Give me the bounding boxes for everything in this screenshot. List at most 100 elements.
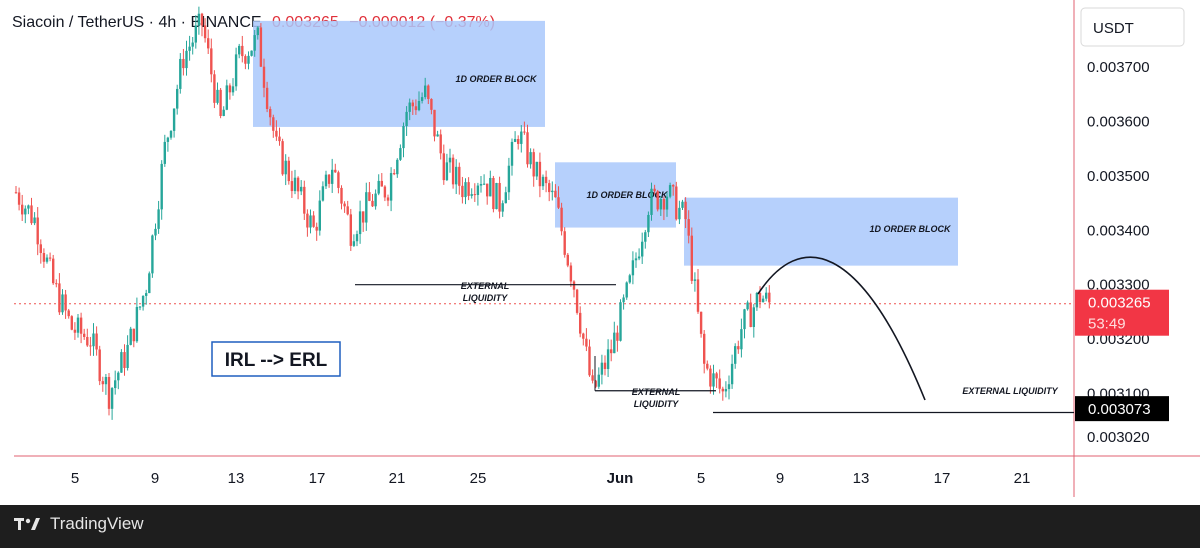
candle-body (520, 131, 523, 144)
external-liquidity-label: EXTERNAL LIQUIDITY (962, 386, 1058, 396)
candle-body (737, 346, 740, 350)
candle-body (290, 181, 294, 192)
candle-body (278, 136, 281, 142)
candle-body (464, 182, 467, 198)
candle-body (538, 161, 542, 187)
candle-body (52, 258, 55, 284)
candle-body (684, 201, 687, 220)
candle-body (510, 141, 514, 166)
candle-body (188, 46, 191, 51)
candle-body (743, 309, 746, 330)
candle-body (672, 185, 675, 187)
candle-body (765, 292, 768, 299)
irl-erl-box (211, 341, 341, 377)
candle-body (259, 27, 263, 67)
candle-body (603, 362, 607, 369)
candle-body (396, 159, 399, 175)
candle-body (414, 106, 418, 111)
candle-body (160, 163, 163, 210)
candle-body (250, 50, 253, 56)
candle-body (703, 333, 706, 364)
candle-body (504, 192, 507, 204)
candle-body (172, 108, 176, 131)
candle-body (17, 192, 21, 205)
candle-body (135, 306, 139, 342)
candle-body (107, 376, 111, 409)
candle-body (86, 336, 89, 346)
currency-button[interactable] (1080, 7, 1185, 47)
candle-body (355, 234, 359, 242)
candle-body (327, 174, 331, 184)
candle-body (200, 13, 204, 26)
x-tick-label: 5 (697, 470, 705, 487)
candle-body (575, 289, 579, 313)
candle-body (73, 329, 77, 333)
candle-body (309, 215, 312, 228)
candle-body (346, 206, 349, 215)
candle-body (610, 349, 613, 354)
candle-body (430, 98, 433, 110)
y-tick-label: 0.003020 (1087, 429, 1150, 446)
candle-body (21, 204, 24, 215)
candle-body (730, 363, 734, 385)
candle-body (513, 138, 517, 142)
y-tick-label: 0.003600 (1087, 114, 1150, 131)
candle-body (498, 182, 501, 212)
tradingview-logo-icon (14, 518, 40, 530)
candle-body (151, 235, 154, 274)
candle-body (300, 186, 303, 192)
candle-body (169, 130, 173, 138)
candle-body (182, 58, 185, 69)
candle-body (42, 252, 46, 262)
candle-body (272, 117, 275, 131)
candle-body (101, 381, 104, 385)
candle-body (374, 193, 377, 207)
candle-body (399, 148, 402, 160)
candle-body (662, 199, 666, 210)
candle-body (544, 176, 548, 184)
candle-body (740, 329, 743, 350)
candle-body (104, 376, 108, 385)
candle-body (362, 211, 365, 223)
candle-body (591, 375, 594, 381)
candle-body (668, 185, 672, 197)
candle-body (616, 332, 619, 341)
candle-body (265, 87, 269, 110)
candle-body (554, 190, 557, 198)
candle-body (247, 55, 250, 64)
candle-body (343, 203, 346, 207)
candle-body (303, 186, 306, 214)
order-block-zone (555, 162, 676, 228)
candle-body (656, 191, 659, 210)
x-tick-label: 9 (151, 470, 159, 487)
candle-body (55, 283, 58, 285)
candle-body (318, 200, 321, 231)
candle-body (120, 352, 123, 373)
candle-body (681, 201, 684, 208)
candle-body (619, 302, 622, 341)
candle-body (712, 373, 715, 387)
candle-body (48, 257, 52, 259)
candle-body (138, 306, 142, 308)
candle-body (718, 378, 721, 389)
candle-body (675, 186, 678, 220)
price-chart[interactable]: USDT 0.003700 0.003600 0.003500 0.003400 0.00… (0, 0, 1200, 505)
candle-body (758, 292, 762, 303)
candle-body (244, 56, 247, 64)
candle-body (219, 89, 222, 116)
candle-body (529, 152, 532, 165)
candle-body (727, 384, 731, 390)
candle-body (606, 349, 610, 369)
order-block-zone (684, 197, 958, 266)
candle-body (436, 134, 439, 137)
candle-body (315, 226, 318, 231)
candle-body (492, 177, 495, 210)
candle-body (479, 184, 483, 186)
candle-body (724, 389, 728, 392)
chart-frame (0, 0, 1200, 505)
candle-body (572, 281, 576, 290)
candle-body (420, 97, 424, 101)
candle-body (141, 295, 145, 307)
candle-body (281, 141, 284, 175)
candle-body (402, 126, 405, 149)
